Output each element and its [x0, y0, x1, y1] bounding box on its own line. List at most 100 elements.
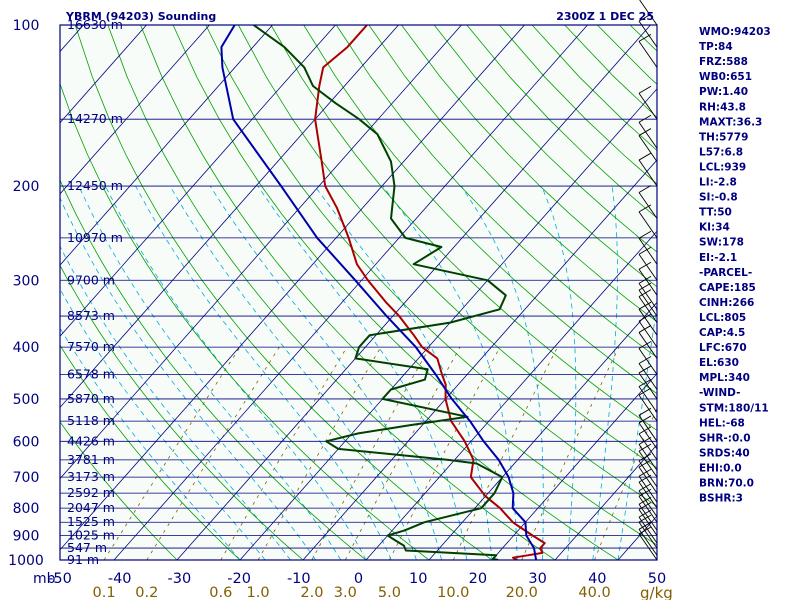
- wind-barb-flag: [638, 453, 652, 462]
- wind-barb-flag: [638, 426, 652, 435]
- isotherm-line: [491, 372, 657, 560]
- index-item: FRZ:588: [699, 56, 748, 68]
- wind-barb: [638, 41, 658, 68]
- height-label: 5118 m: [67, 413, 115, 428]
- wind-barb: [638, 516, 658, 544]
- index-item: EL:630: [699, 357, 739, 369]
- isotherm-line: [113, 25, 588, 560]
- wind-barb: [638, 159, 658, 187]
- height-label: 3173 m: [67, 469, 115, 484]
- wind-barb: [638, 211, 658, 239]
- wind-barb: [638, 529, 658, 556]
- indices-panel: WMO:94203 TP:84 FRZ:588 WB0:651 PW:1.40 RH:43…: [699, 26, 771, 505]
- index-item: SW:178: [699, 237, 744, 249]
- wind-barbs: [638, 0, 658, 561]
- wind-barb: [638, 521, 658, 549]
- index-item: SRDS:40: [699, 447, 750, 459]
- height-label: 8573 m: [67, 308, 115, 323]
- wind-barb-flag: [638, 496, 652, 505]
- wind-barb: [638, 348, 658, 375]
- wind-barb-flag: [638, 365, 652, 374]
- mixing-ratio-unit-label: g/kg: [640, 584, 673, 600]
- height-label: 3781 m: [67, 452, 115, 467]
- height-label: 547 m: [67, 540, 107, 555]
- wind-barb-flag: [638, 443, 652, 452]
- index-item: TP:84: [699, 41, 733, 53]
- wind-barb-flag: [638, 356, 652, 364]
- temperature-tick-label: -50: [48, 571, 72, 587]
- index-item: HEL:-68: [699, 417, 745, 429]
- mixing-ratio-tick-label: 0.2: [135, 585, 158, 600]
- wind-barb: [638, 20, 658, 48]
- index-item: RH:43.8: [699, 101, 746, 113]
- index-item: LFC:670: [699, 342, 747, 354]
- temperature-tick-label: 10: [409, 571, 427, 587]
- temperature-tick-label: -40: [108, 571, 132, 587]
- wind-barb: [638, 394, 658, 422]
- wind-barb-flag: [638, 13, 652, 22]
- wind-barb: [638, 495, 658, 523]
- wind-barb: [638, 466, 658, 494]
- height-label: 1025 m: [67, 528, 115, 543]
- wind-barb-flag: [638, 33, 652, 42]
- index-item: SI:-0.8: [699, 192, 738, 204]
- isotherm-line: [554, 444, 657, 560]
- temperature-tick-label: -30: [168, 571, 192, 587]
- temperature-line: [314, 25, 546, 560]
- wind-barb: [638, 372, 658, 400]
- wind-barb: [638, 450, 658, 478]
- wind-barb: [638, 490, 658, 517]
- mixing-ratio-tick-label: 20.0: [506, 585, 538, 600]
- wind-barb-flag: [638, 341, 652, 349]
- wind-barb: [638, 533, 658, 561]
- index-item: -PARCEL-: [699, 267, 752, 279]
- wind-barb-flag: [638, 230, 652, 239]
- wind-barb: [638, 444, 658, 471]
- wind-barb-flag: [638, 325, 652, 333]
- wind-barb-flag: [638, 261, 652, 270]
- wind-barb: [638, 296, 658, 323]
- height-label: 6578 m: [67, 366, 115, 381]
- pressure-tick-label: 1000: [8, 553, 44, 569]
- wind-barb-flag: [638, 379, 652, 387]
- plot-area: [60, 25, 657, 560]
- wind-barb-flag: [638, 128, 652, 136]
- isotherm-line: [176, 25, 651, 560]
- pressure-unit-label: mb: [33, 571, 56, 587]
- wind-barb-flag: [638, 387, 652, 396]
- wind-barb: [638, 386, 658, 413]
- wind-barb-flag: [638, 275, 652, 284]
- height-label: 16630 m: [67, 17, 123, 32]
- wind-barb: [638, 308, 658, 336]
- wind-barb: [638, 433, 658, 461]
- height-label: 9700 m: [67, 272, 115, 287]
- height-label: 5870 m: [67, 391, 115, 406]
- index-item: LCL:939: [699, 161, 746, 173]
- pressure-tick-label: 800: [13, 501, 40, 517]
- wind-barb-flag: [638, 301, 652, 310]
- index-item: PW:1.40: [699, 86, 748, 98]
- height-label: 4426 m: [67, 433, 115, 448]
- dewpoint-line: [253, 25, 507, 560]
- mixing-ratio-tick-label: 1.0: [247, 585, 270, 600]
- height-label: 2047 m: [67, 500, 115, 515]
- wind-barb-flag: [638, 437, 652, 445]
- pressure-tick-label: 600: [13, 434, 40, 450]
- wind-barb-flag: [638, 282, 652, 291]
- wind-barb-flag: [638, 246, 652, 255]
- wind-barb-flag: [638, 152, 652, 161]
- index-item: MPL:340: [699, 372, 750, 384]
- isotherm-line: [365, 230, 657, 560]
- height-label: 2592 m: [67, 485, 115, 500]
- wind-barb-flag: [638, 407, 652, 416]
- temperature-tick-label: 40: [588, 571, 606, 587]
- wind-barb-flag: [638, 289, 652, 298]
- isotherm-line: [239, 88, 657, 560]
- temperature-tick-label: 0: [354, 571, 363, 587]
- temperature-tick-label: -20: [227, 571, 251, 587]
- wind-barb-flag: [638, 468, 652, 477]
- mixing-ratio-tick-label: 2.0: [300, 585, 323, 600]
- index-item: CINH:266: [699, 297, 754, 309]
